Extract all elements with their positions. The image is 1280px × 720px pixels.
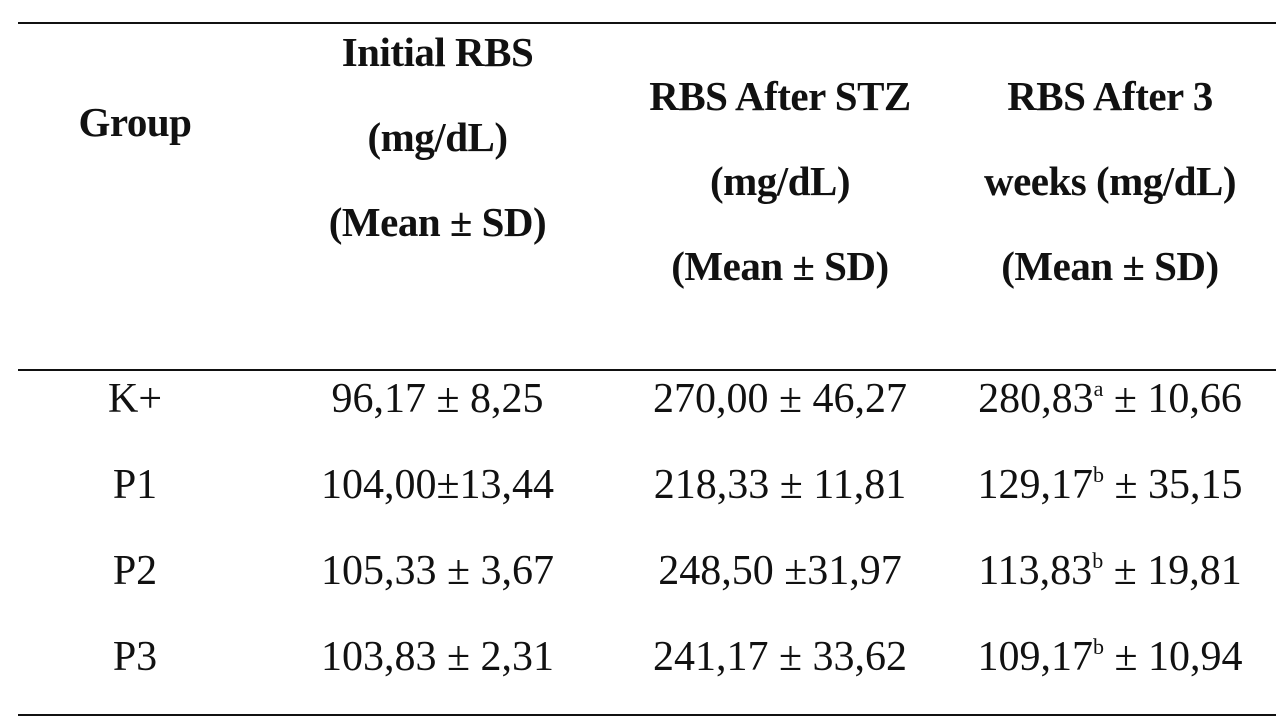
- cell-initial-rbs: 104,00±13,44: [320, 462, 555, 508]
- cell-deviation: ± 10,66: [1103, 376, 1242, 422]
- significance-superscript: a: [1093, 376, 1104, 401]
- header-line: (Mean ± SD): [1001, 243, 1219, 289]
- cell-initial-rbs: 105,33 ± 3,67: [320, 548, 555, 594]
- header-line: RBS After 3: [1007, 73, 1213, 119]
- cell-group: P2: [112, 548, 158, 594]
- cell-value: 113,83: [978, 548, 1093, 594]
- cell-group: P1: [112, 462, 158, 508]
- header-rbs-after-3-weeks: RBS After 3 weeks (mg/dL) (Mean ± SD): [960, 54, 1260, 309]
- cell-value: 280,83: [978, 376, 1094, 422]
- header-line: Group: [78, 99, 192, 145]
- table-top-rule: [18, 22, 1276, 24]
- header-group: Group: [40, 80, 230, 165]
- cell-initial-rbs: 103,83 ± 2,31: [320, 634, 555, 680]
- cell-rbs-after-stz: 248,50 ±31,97: [658, 548, 902, 594]
- header-line: Initial RBS: [341, 29, 534, 75]
- cell-value: 129,17: [977, 462, 1093, 508]
- cell-rbs-after-stz: 270,00 ± 46,27: [652, 376, 908, 422]
- cell-rbs-after-3-weeks: 129,17b ± 35,15: [960, 442, 1260, 528]
- table-header-rule: [18, 369, 1276, 371]
- header-line: (Mean ± SD): [671, 243, 889, 289]
- cell-group: K+: [107, 376, 163, 422]
- cell-rbs-after-3-weeks: 109,17b ± 10,94: [960, 614, 1260, 700]
- significance-superscript: b: [1092, 634, 1104, 659]
- significance-superscript: b: [1092, 462, 1104, 487]
- cell-value: 109,17: [977, 634, 1093, 680]
- table-row: P3 103,83 ± 2,31 241,17 ± 33,62 109,17b …: [0, 614, 1280, 700]
- header-line: weeks (mg/dL): [983, 158, 1237, 204]
- cell-deviation: ± 35,15: [1103, 462, 1243, 508]
- cell-rbs-after-stz: 218,33 ± 11,81: [653, 462, 907, 508]
- cell-initial-rbs: 96,17 ± 8,25: [331, 376, 544, 422]
- significance-superscript: b: [1092, 548, 1104, 573]
- header-line: (mg/dL): [367, 114, 509, 160]
- header-rbs-after-stz: RBS After STZ (mg/dL) (Mean ± SD): [620, 54, 940, 309]
- table-row: P2 105,33 ± 3,67 248,50 ±31,97 113,83b ±…: [0, 528, 1280, 614]
- cell-rbs-after-3-weeks: 280,83a ± 10,66: [960, 356, 1260, 442]
- header-line: (mg/dL): [710, 158, 851, 204]
- cell-group: P3: [112, 634, 158, 680]
- table-row: P1 104,00±13,44 218,33 ± 11,81 129,17b ±…: [0, 442, 1280, 528]
- cell-deviation: ± 10,94: [1103, 634, 1243, 680]
- table-bottom-rule: [18, 714, 1276, 716]
- cell-deviation: ± 19,81: [1103, 548, 1242, 594]
- cell-rbs-after-3-weeks: 113,83b ± 19,81: [960, 528, 1260, 614]
- table-row: K+ 96,17 ± 8,25 270,00 ± 46,27 280,83a ±…: [0, 356, 1280, 442]
- header-initial-rbs: Initial RBS (mg/dL) (Mean ± SD): [305, 10, 570, 265]
- header-line: RBS After STZ: [649, 73, 911, 119]
- header-line: (Mean ± SD): [328, 199, 547, 245]
- cell-rbs-after-stz: 241,17 ± 33,62: [652, 634, 908, 680]
